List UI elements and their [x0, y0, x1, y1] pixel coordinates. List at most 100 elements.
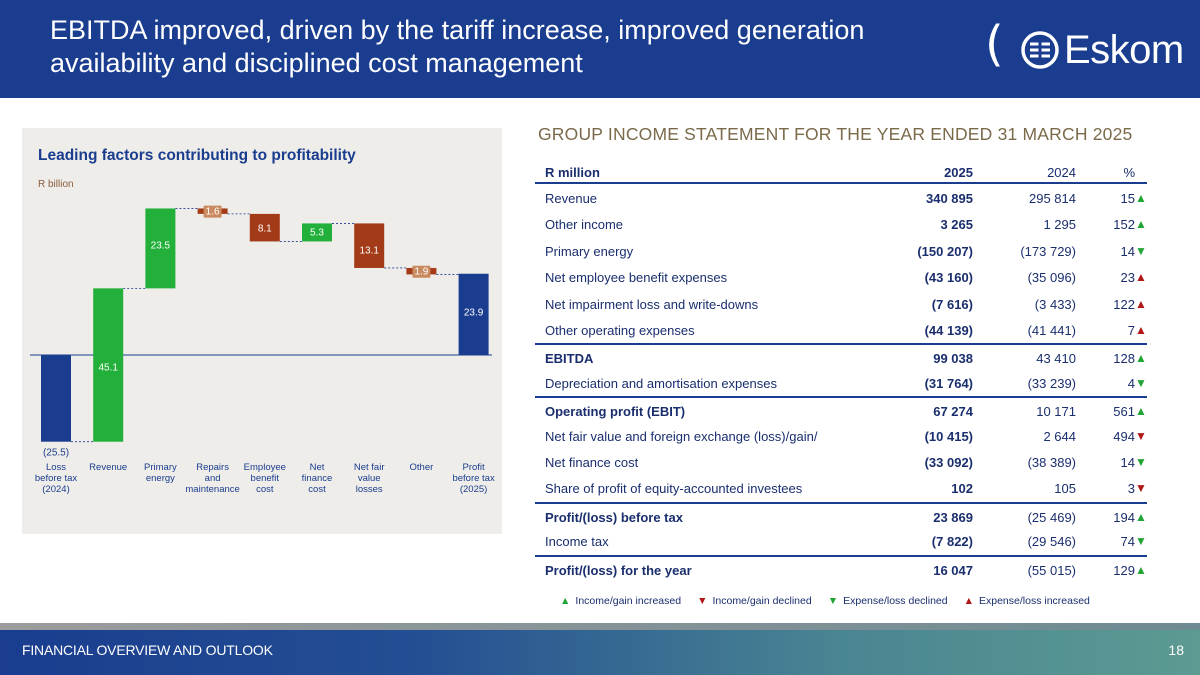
category-label-0: Loss before tax (2024) — [35, 462, 77, 495]
row-label: Other operating expenses — [545, 323, 695, 338]
row-label: Income tax — [545, 534, 609, 550]
row-label: Depreciation and amortisation expenses — [545, 375, 777, 391]
row-value-2024: (41 441) — [1027, 323, 1076, 338]
category-label-6: Net fair value losses — [354, 462, 385, 495]
table-row: Net impairment loss and write-downs (7 61… — [535, 291, 1147, 317]
arrow-up-icon: ▲ — [1135, 562, 1147, 577]
category-label-5: Net finance cost — [302, 462, 333, 495]
bar-value-label-7: 1.9 — [414, 267, 428, 278]
row-pct-change: 129 — [1113, 562, 1135, 578]
table-row: Share of profit of equity-accounted inve… — [535, 475, 1147, 501]
row-value-2024: (38 389) — [1027, 455, 1076, 470]
arrow-down-icon: ▼ — [827, 595, 839, 607]
row-value-2025: 99 038 — [933, 351, 973, 367]
arrow-down-icon: ▼ — [1135, 534, 1147, 549]
row-label: Operating profit (EBIT) — [545, 404, 686, 420]
row-value-2024: 105 — [1054, 481, 1076, 497]
row-value-2025: (44 139) — [924, 323, 973, 338]
row-pct-change: 494 — [1113, 428, 1135, 444]
row-label: Net finance cost — [545, 455, 639, 470]
row-value-2024: 295 814 — [1029, 191, 1076, 206]
header-pct: % — [1123, 165, 1135, 180]
table-row: Net fair value and foreign exchange (los… — [535, 423, 1147, 449]
slide-title: EBITDA improved, driven by the tariff in… — [50, 15, 865, 78]
header-r-million: R million — [545, 165, 600, 180]
table-title: GROUP INCOME STATEMENT FOR THE YEAR ENDE… — [538, 124, 1133, 144]
row-label: Other income — [545, 217, 624, 233]
arrow-legend: ▲ Income/gain increased ▼ Income/gain decli… — [560, 593, 1090, 609]
bar-label-pad-3 — [203, 205, 222, 218]
arrow-up-icon: ▲ — [560, 595, 571, 607]
row-value-2025: 3 265 — [940, 217, 973, 233]
row-pct-change: 14 — [1120, 455, 1135, 470]
table-header-row: R million 2025 2024 % — [535, 163, 1147, 184]
arrow-up-icon: ▲ — [1135, 509, 1147, 524]
category-label-1: Revenue — [89, 462, 127, 473]
footer-divider — [0, 623, 1200, 630]
bar-value-label-0: (25.5) — [43, 448, 69, 459]
table-row: Income tax (7 822) (29 546) 74 ▼ — [535, 528, 1147, 554]
row-value-2025: 102 — [951, 481, 973, 497]
legend-item: ▼ Income/gain declined — [697, 593, 812, 609]
row-value-2025: (31 764) — [924, 375, 973, 391]
row-pct-change: 561 — [1113, 404, 1135, 420]
row-pct-change: 14 — [1120, 243, 1135, 259]
table-row: Profit/(loss) before tax 23 869 (25 469) 19… — [535, 501, 1147, 528]
row-pct-change: 152 — [1113, 217, 1135, 233]
footer-bar: FINANCIAL OVERVIEW AND OUTLOOK 18 — [0, 630, 1200, 675]
section-label: FINANCIAL OVERVIEW AND OUTLOOK — [22, 642, 273, 658]
bar-8 — [458, 273, 489, 355]
row-pct-change: 194 — [1113, 509, 1135, 525]
row-value-2025: 23 869 — [933, 509, 973, 525]
bar-value-label-3: 1.6 — [206, 207, 220, 218]
category-label-4: Employee benefit cost — [244, 462, 286, 495]
arrow-up-icon: ▲ — [1135, 323, 1147, 337]
category-label-8: Profit before tax (2025) — [452, 462, 494, 495]
table-row: Revenue 340 895 295 814 15 ▲ — [535, 185, 1147, 211]
row-pct-change: 122 — [1113, 296, 1135, 312]
legend-label: Income/gain declined — [712, 595, 812, 607]
page-number: 18 — [1168, 642, 1184, 658]
header-bar: EBITDA improved, driven by the tariff in… — [0, 0, 1200, 98]
legend-label: Expense/loss increased — [979, 595, 1090, 607]
bar-value-label-6: 13.1 — [359, 245, 379, 256]
legend-item: ▲ Expense/loss increased — [964, 593, 1090, 609]
row-value-2024: 2 644 — [1043, 428, 1076, 444]
row-value-2025: (33 092) — [924, 455, 973, 470]
table-row: EBITDA 99 038 43 410 128 ▲ — [535, 343, 1147, 369]
table-row: Other income 3 265 1 295 152 ▲ — [535, 211, 1147, 237]
bar-value-label-4: 8.1 — [258, 224, 272, 235]
row-value-2024: (35 096) — [1027, 270, 1076, 286]
bar-1 — [93, 288, 124, 442]
bar-value-label-2: 23.5 — [151, 240, 171, 251]
arrow-up-icon: ▲ — [1135, 351, 1147, 366]
bar-2 — [145, 208, 176, 289]
row-value-2025: (7 616) — [931, 296, 973, 312]
bar-6 — [354, 223, 385, 268]
legend-item: ▲ Income/gain increased — [560, 593, 681, 609]
arrow-up-icon: ▲ — [1135, 217, 1147, 232]
row-label: Share of profit of equity-accounted inve… — [545, 481, 803, 497]
row-pct-change: 7 — [1127, 323, 1135, 338]
row-value-2024: 1 295 — [1043, 217, 1076, 233]
table-row: Depreciation and amortisation expenses (3… — [535, 370, 1147, 396]
row-value-2025: 67 274 — [933, 404, 973, 420]
arrow-up-icon: ▲ — [1135, 404, 1147, 419]
logo-bracket: ( — [985, 16, 1004, 72]
table-row: Primary energy (150 207) (173 729) 14 ▼ — [535, 238, 1147, 264]
category-label-2: Primary energy — [144, 462, 177, 484]
arrow-up-icon: ▲ — [1135, 270, 1147, 285]
row-label: Net fair value and foreign exchange (los… — [545, 428, 818, 444]
bar-4 — [249, 213, 280, 242]
row-value-2024: (55 015) — [1027, 562, 1076, 578]
row-value-2025: (7 822) — [931, 534, 973, 550]
chart-title: Leading factors contributing to profitab… — [38, 147, 356, 164]
row-pct-change: 74 — [1120, 534, 1135, 550]
row-label: EBITDA — [545, 351, 594, 367]
row-pct-change: 3 — [1127, 481, 1135, 497]
row-value-2025: 16 047 — [933, 562, 973, 578]
legend-label: Income/gain increased — [575, 595, 682, 607]
header-2025: 2025 — [944, 165, 973, 180]
table-row: Other operating expenses (44 139) (41 441)… — [535, 317, 1147, 343]
eskom-logo-icon — [1021, 31, 1059, 69]
